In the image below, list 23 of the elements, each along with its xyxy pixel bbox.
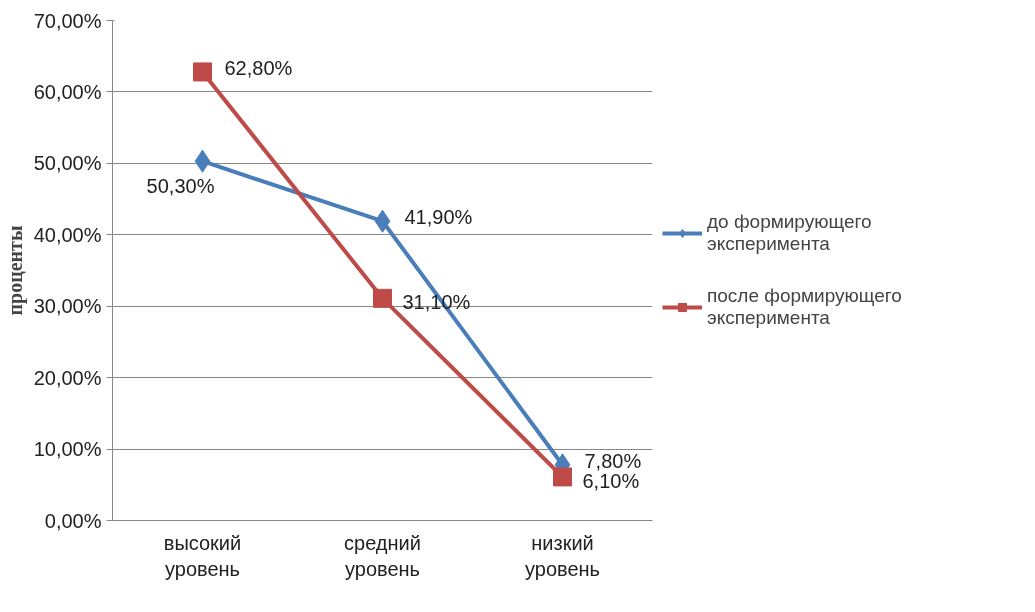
data-label: 41,90% (404, 206, 473, 229)
point (194, 149, 211, 173)
data-label: 7,80% (584, 449, 642, 472)
legend-label: после формирующего эксперимента (707, 285, 902, 329)
y-tick-label: 20,00% (33, 366, 102, 389)
legend-label: до формирующего эксперимента (707, 211, 872, 255)
point (374, 209, 391, 233)
point (553, 467, 572, 487)
y-tick-label: 0,00% (44, 509, 102, 532)
y-tick-label: 10,00% (33, 438, 102, 461)
data-label: 62,80% (224, 56, 293, 79)
y-tick-label: 50,00% (33, 152, 102, 175)
point (193, 62, 212, 82)
y-tick-label: 30,00% (33, 295, 102, 318)
y-axis-title: проценты (3, 225, 27, 316)
y-tick-label: 60,00% (33, 80, 102, 103)
y-tick-label: 70,00% (33, 9, 102, 32)
x-tick-label: средний уровень (344, 531, 421, 580)
x-tick-label: высокий уровень (163, 531, 242, 580)
x-tick-label: низкий уровень (525, 531, 601, 580)
point (373, 288, 392, 308)
y-tick-label: 40,00% (33, 223, 102, 246)
data-label: 50,30% (146, 175, 215, 198)
